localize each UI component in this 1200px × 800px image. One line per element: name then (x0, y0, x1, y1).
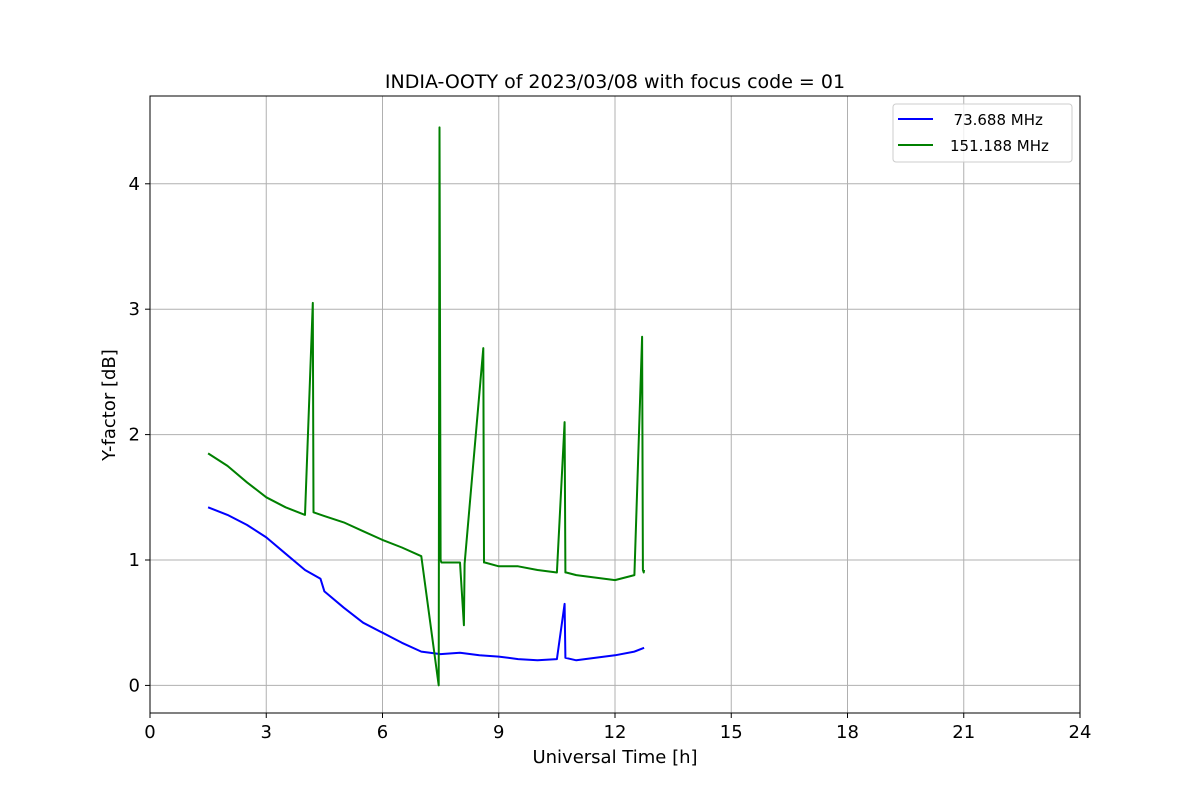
chart-title: INDIA-OOTY of 2023/03/08 with focus code… (385, 71, 845, 93)
legend-label-151mhz: 151.188 MHz (950, 137, 1049, 155)
x-tick-label: 15 (720, 722, 743, 743)
legend-box (892, 103, 1073, 163)
x-axis-label: Universal Time [h] (532, 747, 697, 768)
x-tick-label: 12 (604, 722, 627, 743)
series-151mhz-line (207, 126, 646, 687)
x-tick-label: 3 (261, 722, 272, 743)
x-tick-label: 6 (377, 722, 388, 743)
y-tick-label: 1 (129, 550, 140, 571)
x-tick-label: 0 (144, 722, 155, 743)
x-tick-label: 24 (1069, 722, 1092, 743)
series-layer (207, 126, 646, 687)
legend: 73.688 MHz 151.188 MHz (892, 103, 1073, 163)
x-tick-label: 9 (493, 722, 504, 743)
y-tick-label: 4 (129, 174, 140, 195)
y-tick-label: 3 (129, 299, 140, 320)
x-tick-label: 21 (952, 722, 975, 743)
y-tick-label: 0 (129, 675, 140, 696)
x-tick-label: 18 (836, 722, 859, 743)
series-73mhz-line (207, 506, 645, 662)
legend-label-73mhz: 73.688 MHz (944, 111, 1043, 129)
y-tick-label: 2 (129, 425, 140, 446)
y-axis-label: Y-factor [dB] (99, 349, 120, 462)
